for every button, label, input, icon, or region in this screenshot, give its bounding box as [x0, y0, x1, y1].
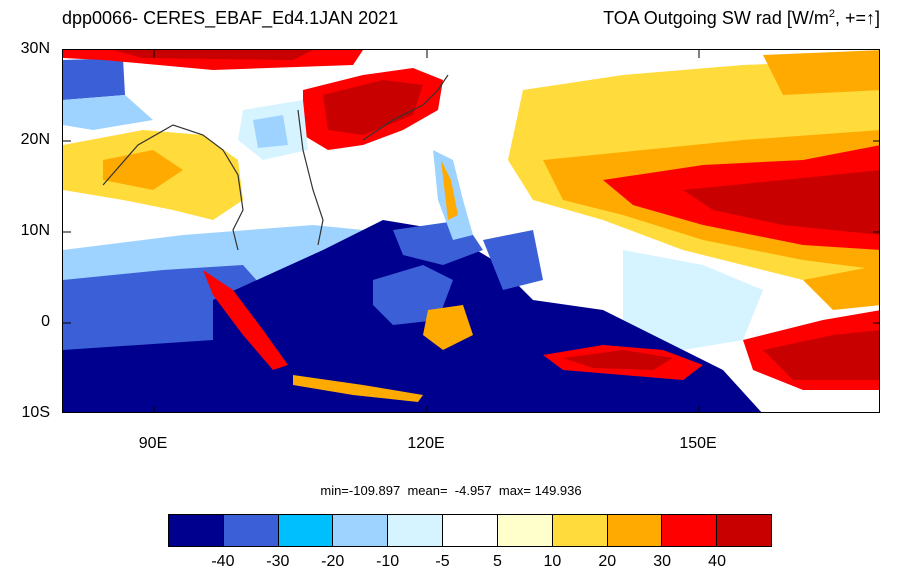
lat-label: 20N	[20, 131, 50, 148]
map-ticks	[63, 50, 879, 412]
colorbar-box	[169, 515, 224, 546]
colorbar-box	[497, 515, 553, 546]
title-right-end: ]	[874, 8, 880, 28]
lat-label: 30N	[20, 40, 50, 57]
colorbar-label: 30	[653, 553, 672, 570]
colorbar-label: -20	[321, 553, 345, 570]
colorbar-box	[717, 515, 771, 546]
colorbar-box	[278, 515, 334, 546]
lon-label: 150E	[679, 435, 717, 452]
colorbar-label: -40	[211, 553, 235, 570]
colorbar-label: -30	[266, 553, 290, 570]
plot-title-left: dpp0066- CERES_EBAF_Ed4.1JAN 2021	[62, 8, 399, 28]
colorbar-label: 40	[708, 553, 726, 570]
stats-line: min=-109.897 mean= -4.957 max= 149.936	[320, 483, 582, 498]
title-right-main: TOA Outgoing SW rad [W/m	[603, 8, 829, 28]
lon-label: 90E	[138, 435, 168, 452]
lat-label: 0	[41, 313, 50, 330]
lat-label: 10S	[21, 404, 50, 421]
colorbar-label: 20	[598, 553, 617, 570]
anomaly-field	[63, 50, 879, 412]
plot-title-right: TOA Outgoing SW rad [W/m2, +=↑]	[603, 8, 880, 29]
colorbar-box	[223, 515, 279, 546]
colorbar-label: -10	[376, 553, 400, 570]
colorbar-box	[333, 515, 389, 546]
colorbar-label: 10	[543, 553, 562, 570]
title-right-sup: 2	[828, 8, 835, 20]
colorbar-box	[552, 515, 608, 546]
colorbar-box	[388, 515, 444, 546]
map-panel	[62, 49, 880, 413]
title-right-tail: , +=	[834, 8, 866, 28]
colorbar-box	[443, 515, 498, 546]
lon-label: 120E	[407, 435, 445, 452]
colorbar-label: 5	[493, 553, 502, 570]
colorbar-label: -5	[435, 553, 450, 570]
colorbar	[168, 514, 772, 547]
colorbar-box	[662, 515, 718, 546]
up-arrow-icon: ↑	[865, 8, 875, 28]
lat-label: 10N	[20, 222, 50, 239]
colorbar-box	[607, 515, 663, 546]
